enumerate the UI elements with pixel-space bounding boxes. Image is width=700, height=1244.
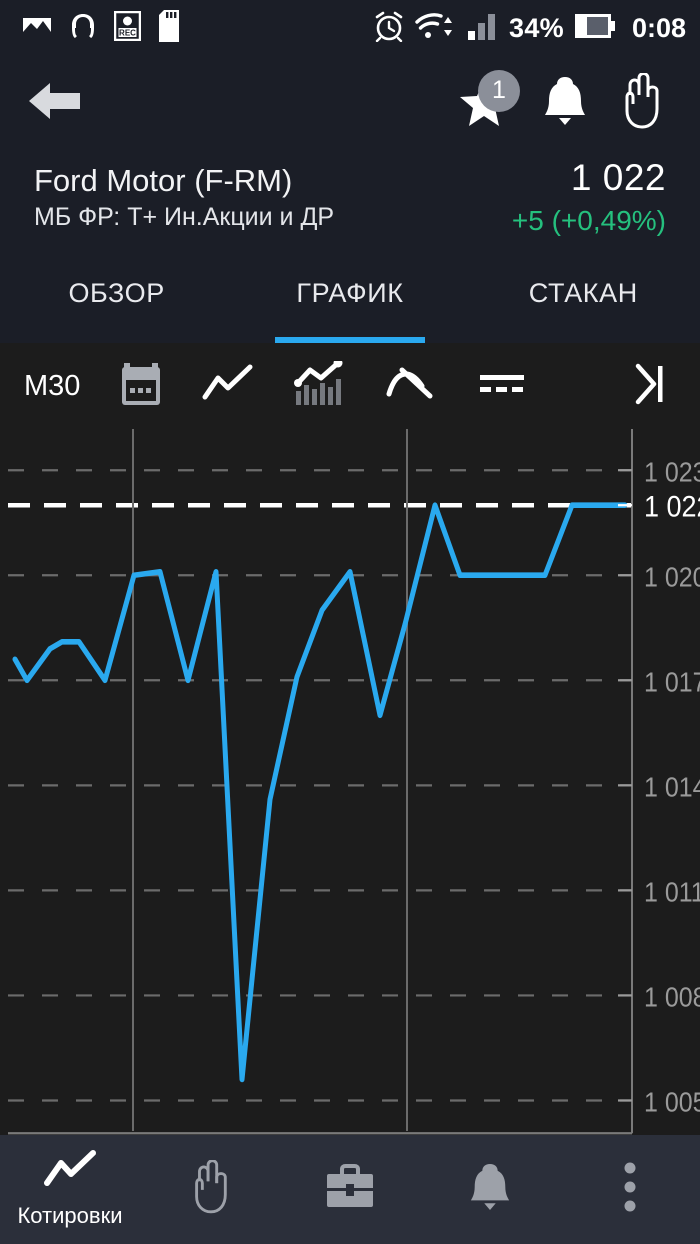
status-bar: REC 34% [0,0,700,56]
hand-icon[interactable] [618,71,664,134]
bottom-nav-alerts[interactable] [420,1135,560,1244]
bottom-nav-trade[interactable] [140,1135,280,1244]
y-axis-label: 1 014 [644,771,700,803]
bottom-nav-portfolio[interactable] [280,1135,420,1244]
hand-icon [188,1159,232,1219]
levels-icon[interactable] [478,369,526,404]
bottom-nav-quotes[interactable]: Котировки [0,1135,140,1244]
svg-text:REC: REC [119,28,136,37]
y-axis-label: 1 017 [644,666,700,698]
chart-tool-icons [120,358,526,412]
y-axis-label: 1 005 [644,1086,700,1118]
bottom-nav-quotes-label: Котировки [17,1203,123,1228]
quotes-chart-icon [43,1150,97,1195]
chart-canvas[interactable]: 1 0231 022 1 020 1 017 1 014 1 011 1 008 1 005… [0,429,700,1135]
signal-icon [467,11,499,46]
status-bar-right-icons: 34% 0:08 [373,10,686,47]
y-axis-label: 1 008 [644,981,700,1013]
ticker-quote: 1 022 +5 (+0,49%) [511,157,666,238]
timeframe-selector[interactable]: M30 [24,369,81,402]
alarm-icon [373,10,405,47]
app-navbar: 1 [0,56,700,151]
y-axis-label: 1 020 [644,561,700,593]
bottom-navigation: Котировки [0,1135,700,1244]
tab-overview[interactable]: ОБЗОР [68,277,165,308]
last-price: 1 022 [570,157,666,199]
price-line [12,502,628,1083]
navbar-actions: 1 [456,69,676,134]
tab-chart[interactable]: ГРАФИК [233,251,466,343]
more-vertical-icon [622,1161,638,1218]
price-change: +5 (+0,49%) [511,204,666,236]
chart-toolbar: M30 [0,343,700,429]
skip-to-end-icon[interactable] [632,362,676,411]
ticker-header: Ford Motor (F-RM) МБ ФР: Т+ Ин.Акции и Д… [0,151,700,251]
instrument-tabs: ОБЗОР ГРАФИК СТАКАН [0,251,700,343]
bell-icon[interactable] [542,74,588,133]
instrument-name: Ford Motor (F-RM) [34,163,293,199]
indicator-icon[interactable] [386,364,438,409]
calendar-icon[interactable] [120,361,162,412]
headphones-icon [68,11,98,46]
tab-orderbook[interactable]: СТАКАН [528,277,638,308]
bar-chart-icon[interactable] [294,358,346,412]
back-arrow-icon[interactable] [24,78,84,129]
sdcard-icon [157,9,181,47]
y-axis-label: 1 023 [644,456,700,488]
ticker-identity: Ford Motor (F-RM) МБ ФР: Т+ Ин.Акции и Д… [34,162,334,233]
briefcase-icon [324,1164,376,1215]
bottom-nav-more[interactable] [560,1135,700,1244]
status-bar-clock: 0:08 [631,12,686,43]
image-icon [22,13,52,44]
favorite-button[interactable]: 1 [456,69,520,132]
battery-icon [574,12,616,45]
wifi-icon [415,11,457,46]
status-bar-left-icons: REC [22,9,181,47]
rec-icon: REC [113,10,142,46]
line-chart-icon[interactable] [202,364,254,409]
battery-percent: 34% [509,12,564,43]
instrument-market: МБ ФР: Т+ Ин.Акции и ДР [34,203,335,232]
favorite-badge: 1 [478,69,520,112]
price-chart[interactable]: 1 0231 022 1 020 1 017 1 014 1 011 1 008 1 005… [0,429,700,1135]
y-axis-label: 1 022 [644,490,700,524]
bell-icon [468,1161,512,1218]
y-axis-label: 1 011 [644,876,700,908]
